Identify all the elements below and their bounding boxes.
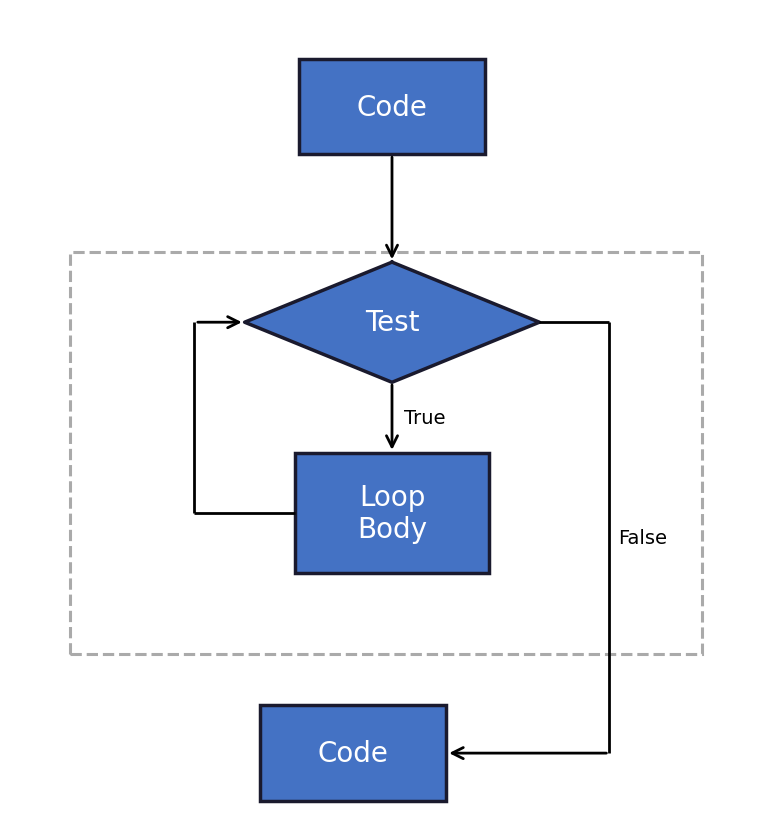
Bar <box>70 252 702 654</box>
FancyBboxPatch shape <box>260 706 446 801</box>
Text: Code: Code <box>318 739 389 767</box>
Text: False: False <box>619 528 667 548</box>
Text: Loop
Body: Loop Body <box>357 483 427 543</box>
FancyBboxPatch shape <box>299 60 485 155</box>
FancyBboxPatch shape <box>295 453 489 573</box>
Text: Test: Test <box>365 308 419 337</box>
Text: Code: Code <box>357 94 427 121</box>
Polygon shape <box>245 263 539 383</box>
Text: True: True <box>404 409 445 427</box>
